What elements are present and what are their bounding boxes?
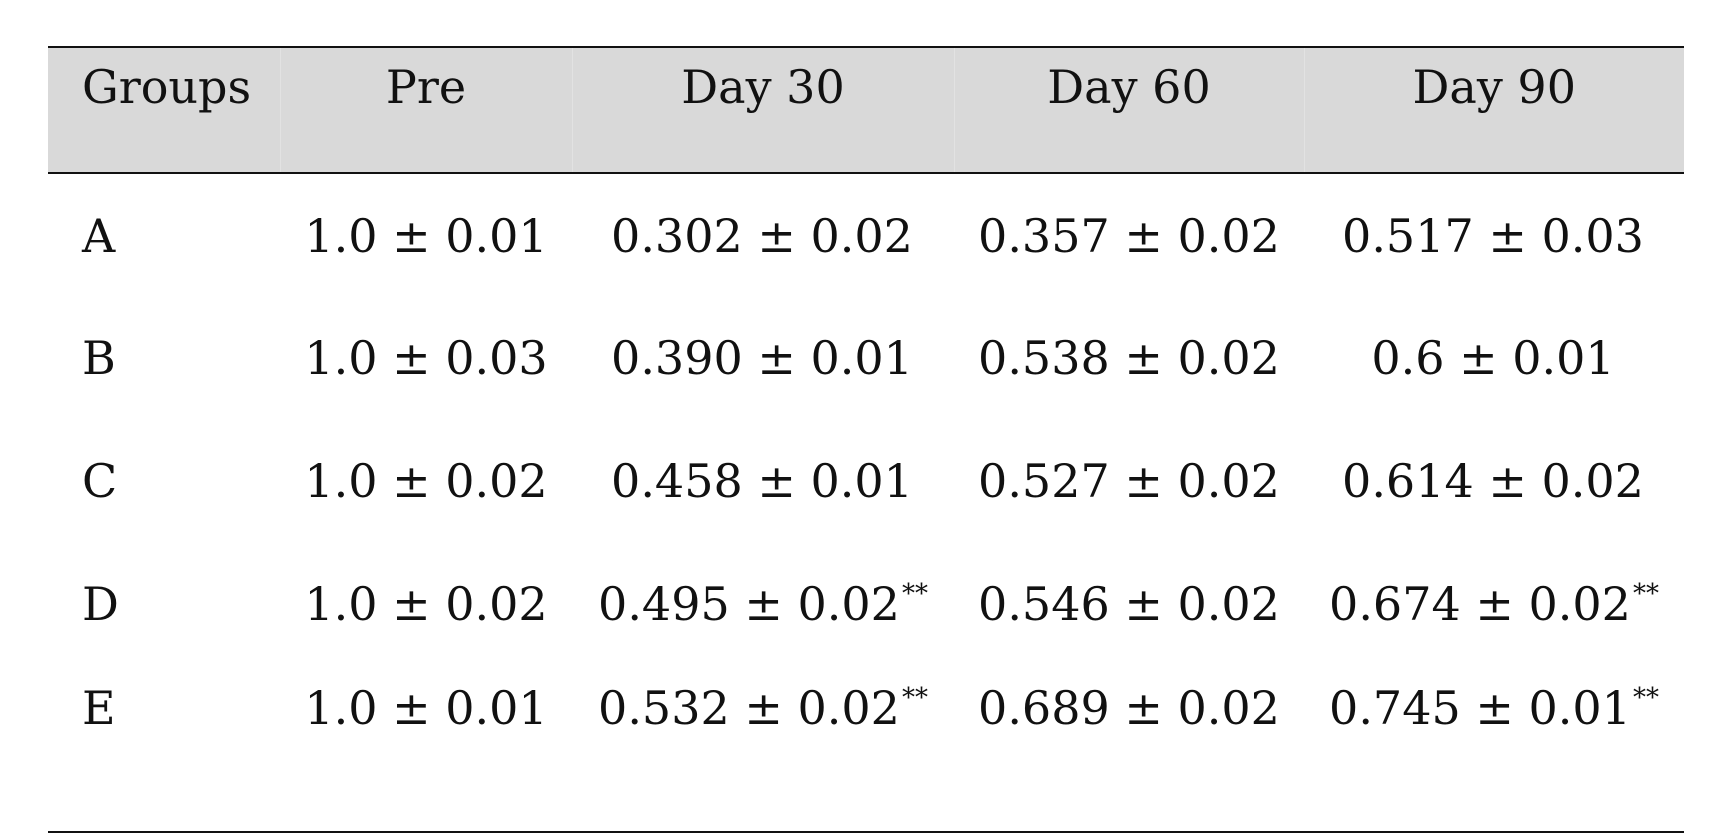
day-90-value: 0.6 ± 0.01 [1371,331,1615,385]
day-30-cell: 0.532 ± 0.02** [572,665,954,833]
day-90-value: 0.674 ± 0.02 [1329,577,1631,631]
group-cell: E [48,665,280,833]
day-60-cell: 0.357 ± 0.02 [978,208,1280,263]
day-90-value: 0.517 ± 0.03 [1342,208,1644,263]
day-90-value: 0.745 ± 0.01 [1329,681,1631,735]
day-30-value: 0.390 ± 0.01 [611,331,913,385]
day-90-cell: 0.614 ± 0.02 [1304,419,1684,542]
results-table: Groups Pre Day 30 Day 60 Day 90 A 1.0 ± … [48,46,1684,833]
pre-cell: 1.0 ± 0.01 [304,208,548,263]
day-30-value: 0.302 ± 0.02 [611,208,913,263]
table-header: Groups Pre Day 30 Day 60 Day 90 [48,46,1684,174]
day-90-cell: 0.745 ± 0.01** [1304,665,1684,833]
header-groups: Groups [48,46,280,174]
table-row: D 1.0 ± 0.02 0.495 ± 0.02** 0.546 ± 0.02… [48,542,1684,665]
significance-mark: ** [901,579,928,609]
pre-cell: 1.0 ± 0.02 [304,577,548,631]
day-90-cell: 0.6 ± 0.01 [1304,296,1684,419]
data-table-container: Groups Pre Day 30 Day 60 Day 90 A 1.0 ± … [48,46,1684,833]
table-row: C 1.0 ± 0.02 0.458 ± 0.01 0.527 ± 0.02 0… [48,419,1684,542]
pre-cell: 1.0 ± 0.02 [304,454,548,508]
day-30-value: 0.458 ± 0.01 [611,454,913,508]
header-day-60: Day 60 [953,46,1304,174]
significance-mark: ** [1632,579,1659,609]
group-cell: A [82,208,116,263]
day-30-cell: 0.390 ± 0.01 [572,296,954,419]
day-30-cell: 0.302 ± 0.02 [572,173,954,296]
day-30-cell: 0.495 ± 0.02** [572,542,954,665]
header-day-30: Day 30 [571,46,954,174]
group-cell: C [82,454,118,508]
day-90-cell: 0.517 ± 0.03 [1304,173,1684,296]
day-60-cell: 0.546 ± 0.02 [978,577,1280,631]
group-cell: D [82,577,119,631]
day-60-cell: 0.538 ± 0.02 [978,331,1280,385]
table-row: A 1.0 ± 0.01 0.302 ± 0.02 0.357 ± 0.02 0… [48,173,1684,296]
day-60-cell: 0.689 ± 0.02 [954,665,1304,833]
day-90-value: 0.614 ± 0.02 [1342,454,1644,508]
significance-mark: ** [901,683,928,713]
table-body: A 1.0 ± 0.01 0.302 ± 0.02 0.357 ± 0.02 0… [48,173,1684,833]
day-30-value: 0.532 ± 0.02 [598,681,900,735]
pre-cell: 1.0 ± 0.03 [304,331,548,385]
day-60-cell: 0.527 ± 0.02 [978,454,1280,508]
day-90-cell: 0.674 ± 0.02** [1304,542,1684,665]
table-row: B 1.0 ± 0.03 0.390 ± 0.01 0.538 ± 0.02 0… [48,296,1684,419]
pre-cell: 1.0 ± 0.01 [280,665,572,833]
significance-mark: ** [1632,683,1659,713]
day-30-value: 0.495 ± 0.02 [598,577,900,631]
header-pre: Pre [279,46,572,174]
group-cell: B [82,331,116,385]
header-day-90: Day 90 [1303,46,1684,174]
day-30-cell: 0.458 ± 0.01 [572,419,954,542]
table-row: E 1.0 ± 0.01 0.532 ± 0.02** 0.689 ± 0.02… [48,665,1684,833]
header-row: Groups Pre Day 30 Day 60 Day 90 [48,46,1684,174]
